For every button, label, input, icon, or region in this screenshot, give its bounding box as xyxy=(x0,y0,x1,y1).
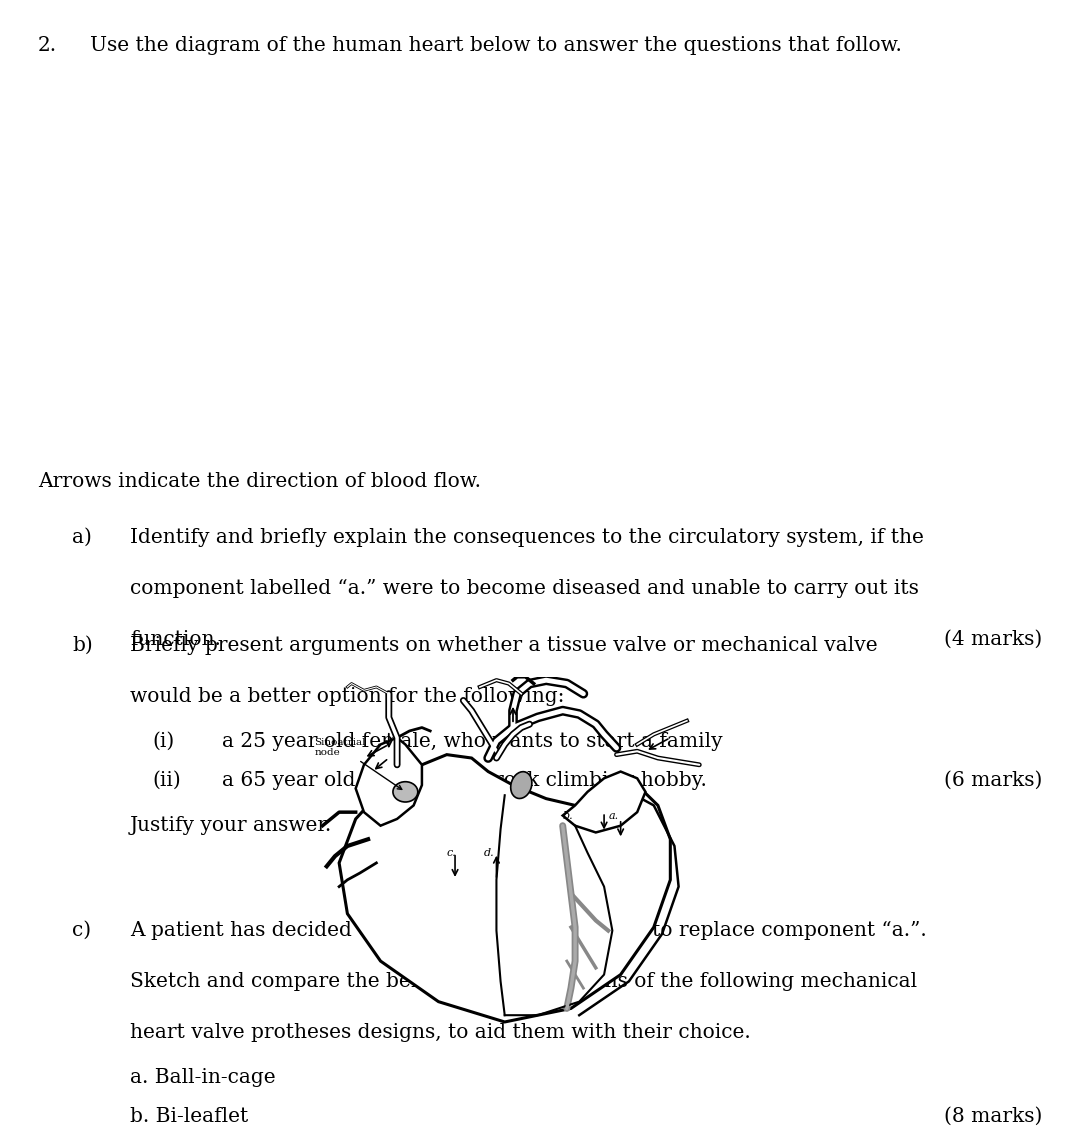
Text: a): a) xyxy=(72,528,92,547)
Text: (i): (i) xyxy=(152,732,174,751)
Text: Use the diagram of the human heart below to answer the questions that follow.: Use the diagram of the human heart below… xyxy=(90,36,902,55)
Text: c.: c. xyxy=(447,848,457,858)
Text: d.: d. xyxy=(484,848,495,858)
Text: Sinoatrial
node: Sinoatrial node xyxy=(314,738,402,790)
Circle shape xyxy=(393,782,418,802)
PathPatch shape xyxy=(563,772,646,832)
Text: b): b) xyxy=(72,636,93,655)
Text: (4 marks): (4 marks) xyxy=(944,631,1042,649)
Ellipse shape xyxy=(511,772,531,799)
Text: a.: a. xyxy=(608,811,619,821)
Text: (6 marks): (6 marks) xyxy=(944,772,1042,790)
Text: would be a better option for the following:: would be a better option for the followi… xyxy=(130,687,565,706)
Text: function.: function. xyxy=(130,631,221,649)
Text: b. Bi-leaflet: b. Bi-leaflet xyxy=(130,1107,248,1126)
Text: Arrows indicate the direction of blood flow.: Arrows indicate the direction of blood f… xyxy=(38,472,481,491)
Text: c): c) xyxy=(72,920,91,940)
Text: Sketch and compare the benefits and limitations of the following mechanical: Sketch and compare the benefits and limi… xyxy=(130,972,917,992)
Text: a. Ball-in-cage: a. Ball-in-cage xyxy=(130,1068,275,1087)
PathPatch shape xyxy=(339,755,671,1022)
Text: Identify and briefly explain the consequences to the circulatory system, if the: Identify and briefly explain the consequ… xyxy=(130,528,923,547)
Text: Briefly present arguments on whether a tissue valve or mechanical valve: Briefly present arguments on whether a t… xyxy=(130,636,878,655)
Text: (8 marks): (8 marks) xyxy=(944,1107,1042,1126)
Text: 2.: 2. xyxy=(38,36,57,55)
Text: a 65 year old male, with a rock climbing hobby.: a 65 year old male, with a rock climbing… xyxy=(222,772,707,790)
Text: A patient has decided on a mechanical heart valve to replace component “a.”.: A patient has decided on a mechanical he… xyxy=(130,920,927,940)
Text: a 25 year old female, who wants to start a family: a 25 year old female, who wants to start… xyxy=(222,732,723,751)
Text: component labelled “a.” were to become diseased and unable to carry out its: component labelled “a.” were to become d… xyxy=(130,579,919,598)
Text: Justify your answer.: Justify your answer. xyxy=(130,816,333,835)
Text: b.: b. xyxy=(563,811,573,821)
Text: heart valve protheses designs, to aid them with their choice.: heart valve protheses designs, to aid th… xyxy=(130,1023,751,1042)
Text: (ii): (ii) xyxy=(152,772,180,790)
PathPatch shape xyxy=(355,738,422,826)
